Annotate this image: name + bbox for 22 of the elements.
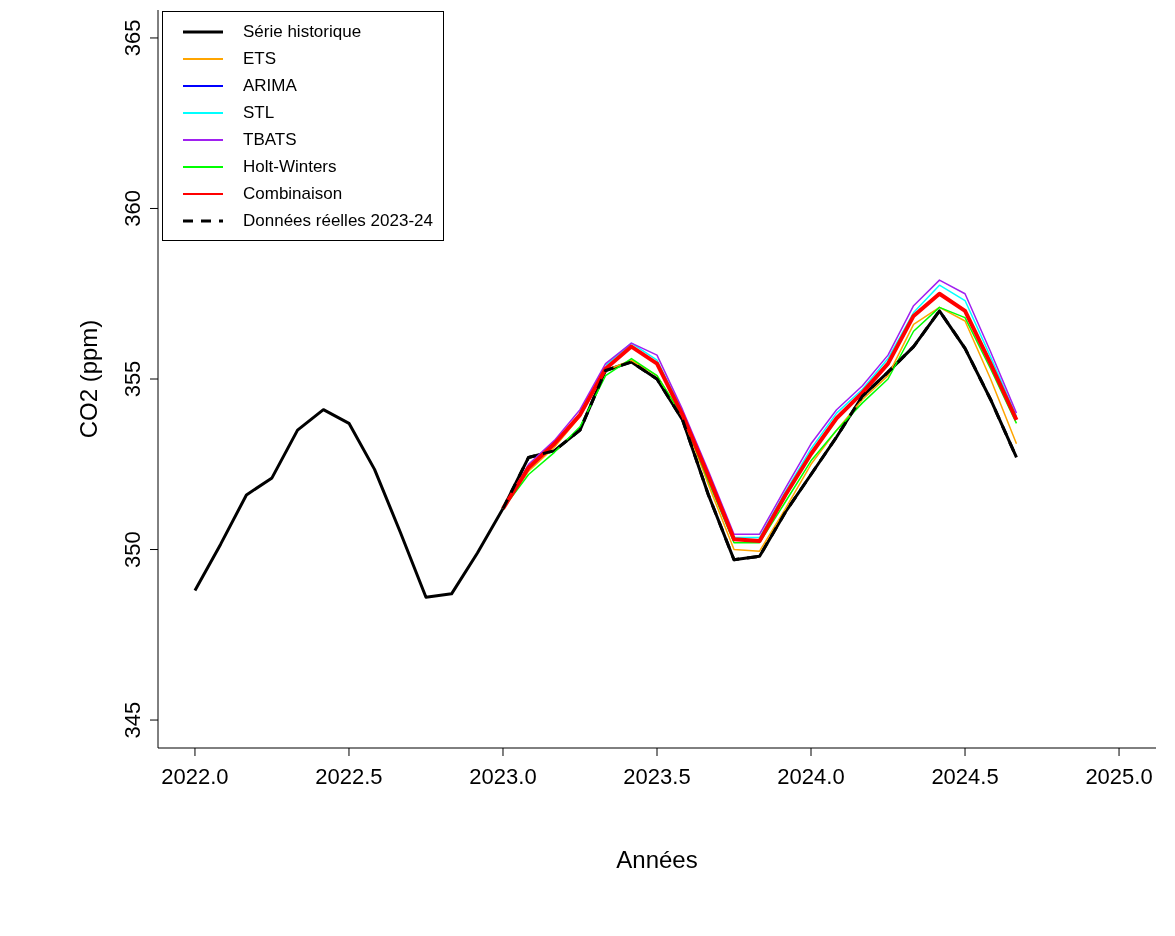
legend-label: Combinaison	[243, 183, 343, 204]
x-tick-label: 2025.0	[1085, 763, 1153, 789]
y-tick-label: 360	[120, 190, 145, 227]
x-tick-label: 2022.5	[315, 763, 383, 789]
y-tick-label: 365	[120, 19, 145, 57]
y-tick-label: 350	[120, 531, 145, 568]
legend-label: TBATS	[243, 129, 297, 150]
x-tick-label: 2024.5	[931, 763, 999, 789]
legend-label: ARIMA	[243, 75, 297, 96]
y-tick-label: 355	[120, 360, 145, 398]
legend-label: Données réelles 2023-24	[243, 210, 433, 231]
legend-label: ETS	[243, 48, 277, 69]
x-tick-label: 2022.0	[161, 763, 229, 789]
legend-label: Série historique	[243, 21, 362, 42]
y-axis-title: CO2 (ppm)	[74, 319, 102, 439]
x-tick-label: 2024.0	[777, 763, 845, 789]
legend-label: STL	[243, 102, 275, 123]
x-tick-label: 2023.0	[469, 763, 537, 789]
y-tick-label: 345	[120, 701, 145, 739]
x-tick-label: 2023.5	[623, 763, 691, 789]
legend-label: Holt-Winters	[243, 156, 337, 177]
x-axis-title: Années	[616, 846, 698, 873]
